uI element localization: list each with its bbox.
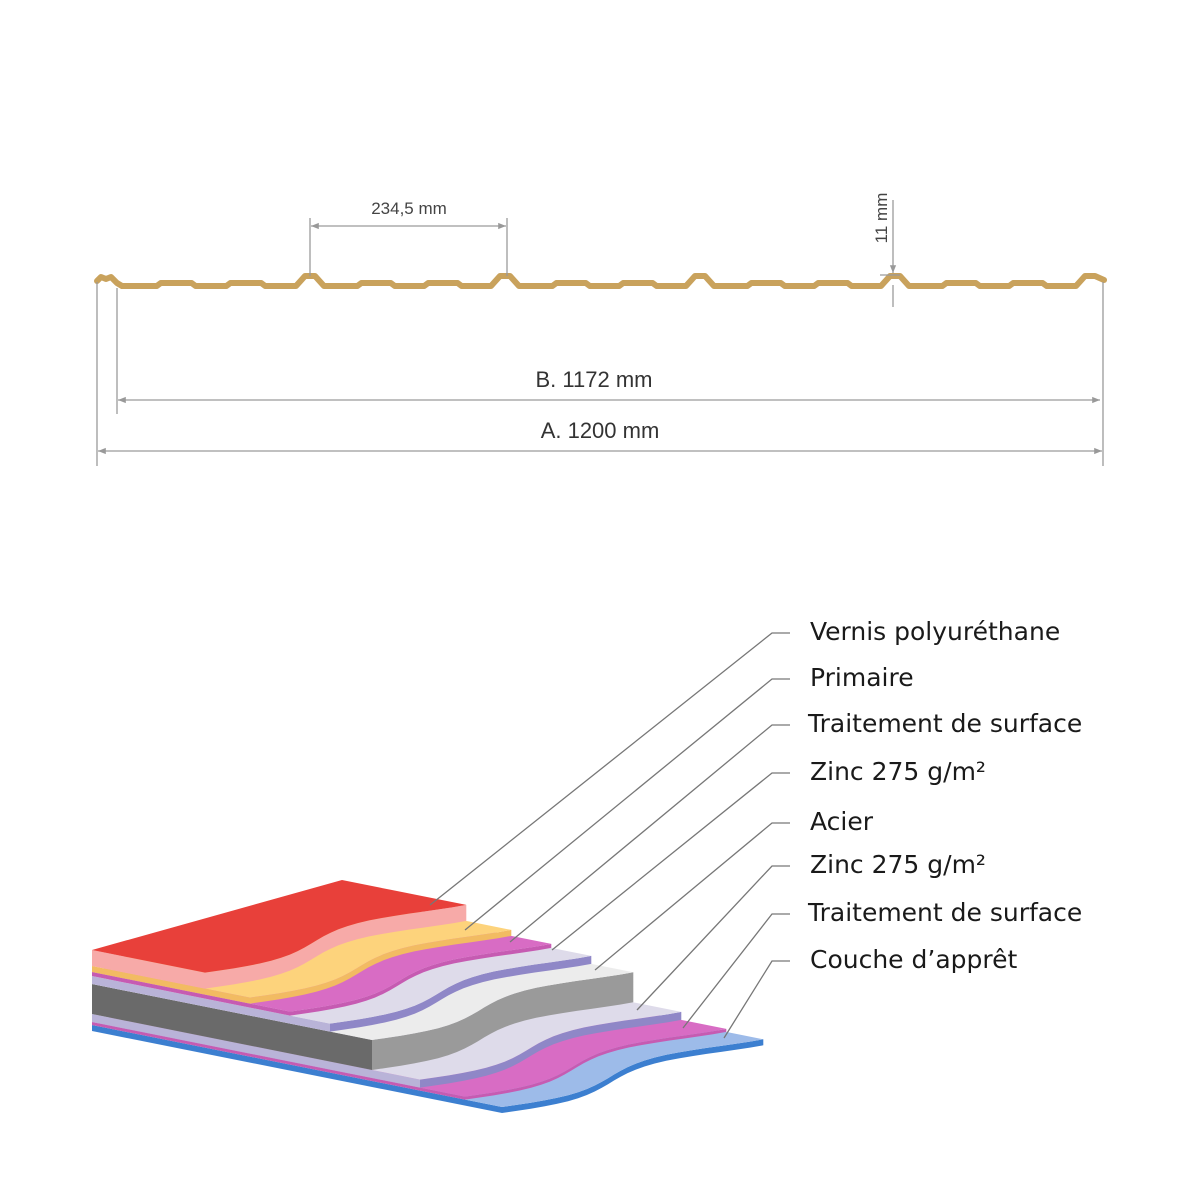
- layer-zinc-bottom-side-face: [420, 1011, 682, 1088]
- label-traitement-surface-bottom: Traitement de surface: [807, 898, 1082, 927]
- layer-couche-appret-front-face: [92, 1025, 502, 1113]
- profile-drawing: [94, 273, 1107, 289]
- leader-line-3: [509, 724, 790, 943]
- leader-line-5: [594, 822, 790, 971]
- layer-zinc-bottom-front-face: [92, 1014, 420, 1088]
- leader-lines: [429, 632, 790, 1039]
- layer-primaire-side-face: [250, 929, 512, 1004]
- label-traitement-surface-top: Traitement de surface: [807, 709, 1082, 738]
- layer-vernis-polyurethane-front-face: [92, 950, 205, 989]
- width-b-label: B. 1172 mm: [536, 367, 653, 392]
- leader-line-1: [429, 632, 790, 906]
- label-primaire: Primaire: [810, 663, 914, 692]
- layer-traitement-surface-bottom-side-face: [465, 1028, 727, 1100]
- label-couche-appret: Couche d’apprêt: [810, 945, 1017, 974]
- layer-acier-front-face: [92, 984, 372, 1070]
- layer-zinc-top-front-face: [92, 976, 330, 1032]
- layer-primaire-front-face: [92, 966, 250, 1004]
- layer-vernis-polyurethane-side-face: [205, 904, 467, 989]
- leader-line-6: [636, 865, 790, 1011]
- height-label: 11 mm: [872, 193, 891, 244]
- leader-line-2: [464, 678, 790, 931]
- leader-line-8: [723, 960, 790, 1039]
- layer-acier-side-face: [372, 972, 634, 1070]
- label-zinc-top: Zinc 275 g/m²: [810, 757, 986, 786]
- layer-couche-appret-side-face: [502, 1039, 764, 1113]
- sheet-profile: [94, 273, 1107, 289]
- label-zinc-bottom: Zinc 275 g/m²: [810, 850, 986, 879]
- label-acier: Acier: [810, 807, 874, 836]
- layer-zinc-top-side-face: [330, 955, 592, 1032]
- layer-traitement-surface-top-front-face: [92, 972, 290, 1016]
- leader-line-7: [682, 913, 790, 1029]
- layer-labels: Vernis polyuréthane Primaire Traitement …: [807, 617, 1082, 974]
- width-a-label: A. 1200 mm: [541, 418, 660, 443]
- layer-vernis-polyurethane-top-face: [92, 880, 467, 973]
- layer-traitement-surface-top-side-face: [290, 943, 552, 1016]
- layer-traitement-surface-bottom-front-face: [92, 1022, 465, 1100]
- label-vernis-polyurethane: Vernis polyuréthane: [810, 617, 1060, 646]
- dimension-lines: [96, 200, 1104, 466]
- coating-layers-illustration: [92, 880, 764, 1113]
- layer-vernis-polyurethane: [92, 880, 467, 989]
- pitch-label: 234,5 mm: [371, 199, 447, 218]
- leader-line-4: [551, 772, 790, 951]
